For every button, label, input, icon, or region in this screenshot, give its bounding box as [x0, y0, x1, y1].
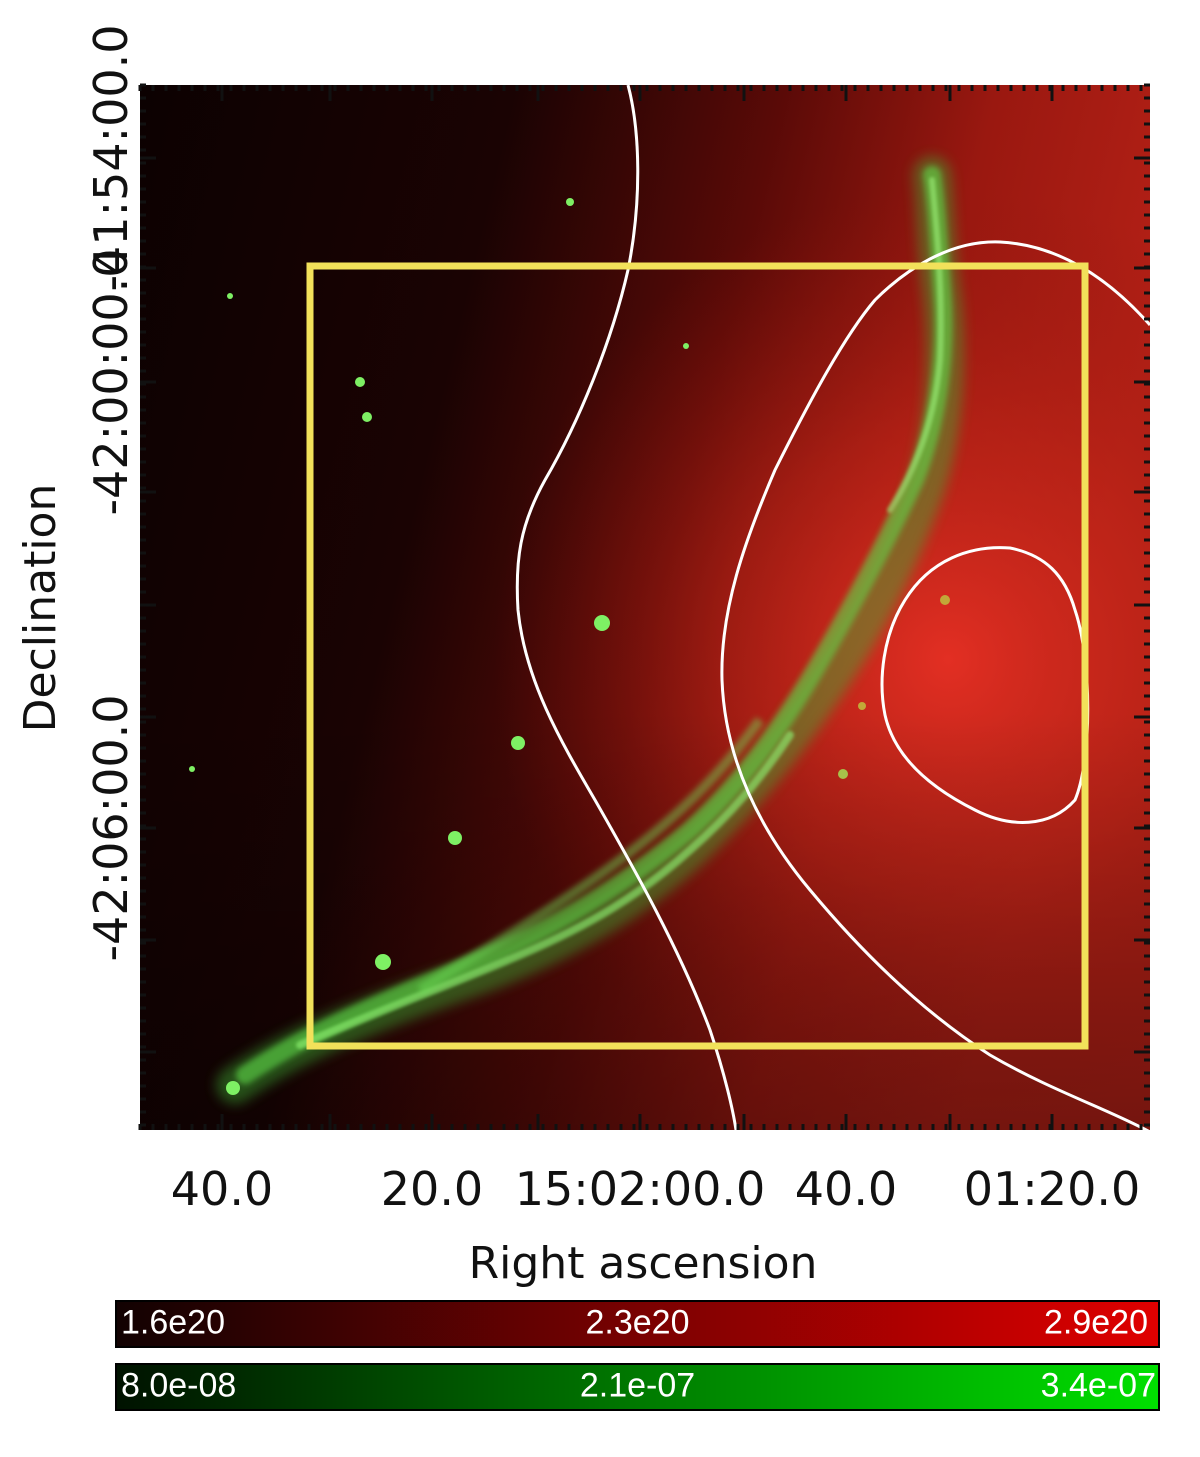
- green-point-sources: [189, 198, 950, 1095]
- y-tick-label: -42:06:00.0: [84, 694, 138, 961]
- green-filament: [216, 156, 964, 1104]
- y-tick-labels: -41:54:00.0 -42:00:00.0 -42:06:00.0: [84, 24, 138, 961]
- red-colorbar: 1.6e20 2.3e20 2.9e20: [115, 1300, 1160, 1348]
- green-colorbar-min-label: 8.0e-08: [121, 1366, 237, 1405]
- contour-line-outer: [515, 85, 738, 1130]
- y-axis-title: Declination: [15, 484, 66, 733]
- contour-line-inner: [880, 546, 1090, 824]
- y-tick-label: -42:00:00.0: [84, 248, 138, 515]
- y-tick-label: -41:54:00.0: [84, 24, 138, 291]
- axis-frame: [138, 83, 1150, 1130]
- x-tick-label: 40.0: [171, 1162, 273, 1216]
- x-axis-title: Right ascension: [469, 1238, 818, 1289]
- red-colorbar-min-label: 1.6e20: [121, 1303, 225, 1342]
- region-box: [306, 262, 1089, 1050]
- image-panel: [140, 85, 1150, 1130]
- contour-lines: [515, 85, 1150, 1130]
- x-tick-label: 20.0: [381, 1162, 483, 1216]
- x-tick-label: 15:02:00.0: [515, 1162, 765, 1216]
- contour-line-middle: [720, 240, 1150, 1130]
- x-tick-label: 40.0: [795, 1162, 897, 1216]
- x-tick-labels: 40.0 20.0 15:02:00.0 40.0 01:20.0: [171, 1162, 1140, 1216]
- green-colorbar-mid-label: 2.1e-07: [579, 1366, 696, 1405]
- green-colorbar-max-label: 3.4e-07: [1040, 1366, 1156, 1405]
- red-colorbar-max-label: 2.9e20: [1044, 1303, 1148, 1342]
- x-tick-label: 01:20.0: [964, 1162, 1140, 1216]
- green-colorbar: 8.0e-08 2.1e-07 3.4e-07: [115, 1363, 1160, 1411]
- red-colorbar-mid-label: 2.3e20: [585, 1303, 690, 1342]
